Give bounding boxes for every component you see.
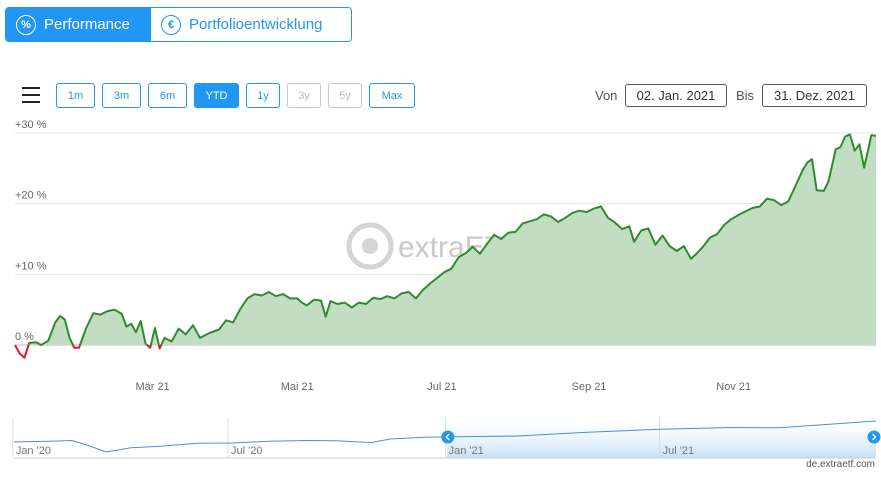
range-button-1y[interactable]: 1y	[246, 83, 280, 108]
y-tick-label: +30 %	[15, 119, 47, 131]
navigator-selection	[446, 418, 876, 458]
navigator-tick-label: Jan '20	[16, 445, 51, 457]
navigator-handle-right[interactable]	[867, 430, 881, 444]
navigator-tick-label: Jul '20	[231, 445, 262, 457]
range-button-1m[interactable]: 1m	[56, 83, 95, 108]
range-button-3m[interactable]: 3m	[102, 83, 141, 108]
y-tick-label: 0 %	[15, 331, 34, 343]
from-date-input[interactable]: 02. Jan. 2021	[625, 84, 727, 107]
navigator-handle-left[interactable]	[441, 430, 455, 444]
series-line-positive	[15, 133, 877, 345]
to-date-input[interactable]: 31. Dez. 2021	[762, 84, 867, 107]
to-label: Bis	[736, 88, 755, 103]
range-button-6m[interactable]: 6m	[148, 83, 187, 108]
range-selector: 1m 3m 6m YTD 1y 3y 5y Max	[56, 83, 415, 108]
tab-performance[interactable]: % Performance	[6, 8, 151, 41]
navigator-tick-label: Jul '21	[663, 445, 694, 457]
x-tick-label: Mai 21	[281, 381, 314, 393]
x-tick-label: Mär 21	[135, 381, 169, 393]
series-area	[15, 134, 876, 345]
range-button-ytd[interactable]: YTD	[194, 83, 239, 108]
navigator-tick-label: Jan '21	[449, 445, 484, 457]
view-tabs: % Performance € Portfolioentwicklung	[5, 7, 352, 42]
range-button-max[interactable]: Max	[369, 83, 415, 108]
from-label: Von	[595, 88, 618, 103]
range-button-5y: 5y	[328, 83, 362, 108]
tab-portfolioentwicklung[interactable]: € Portfolioentwicklung	[151, 8, 351, 41]
percent-icon: %	[16, 14, 36, 35]
euro-icon: €	[161, 14, 181, 35]
x-tick-label: Sep 21	[572, 381, 607, 393]
y-tick-label: +20 %	[15, 190, 47, 202]
x-tick-label: Nov 21	[716, 381, 751, 393]
tab-portfolioentwicklung-label: Portfolioentwicklung	[189, 16, 323, 33]
x-tick-label: Jul 21	[427, 381, 456, 393]
tab-performance-label: Performance	[44, 16, 130, 33]
credit-text: de.extraetf.com	[806, 459, 875, 470]
y-tick-label: +10 %	[15, 260, 47, 272]
range-button-3y: 3y	[287, 83, 321, 108]
hamburger-menu-icon[interactable]	[22, 86, 40, 104]
navigator-line	[13, 420, 877, 453]
range-navigator: Jan '20 Jul '20 Jan '21 Jul '21	[12, 418, 881, 459]
